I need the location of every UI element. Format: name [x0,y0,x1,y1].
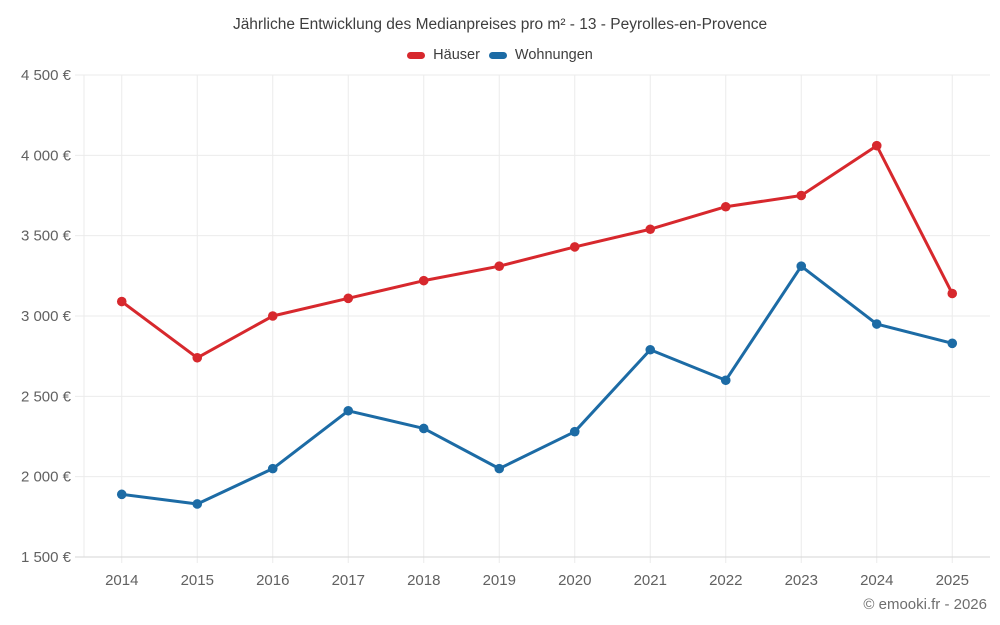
series-line-wohnungen [120,264,954,506]
legend-item-haeuser[interactable]: Häuser [407,47,480,63]
y-axis-tick-label: 3 500 € [21,228,72,245]
data-point-wohnungen-2015[interactable] [192,499,203,509]
data-point-wohnungen-2017[interactable] [343,405,354,416]
data-point-h-user-2019[interactable] [494,261,505,271]
x-axis-tick-label: 2021 [634,572,667,589]
chart-title: Jährliche Entwicklung des Medianpreises … [232,16,768,33]
x-axis-tick-label: 2017 [332,572,365,589]
y-axis-tick-label: 1 500 € [21,549,72,566]
data-point-wohnungen-2019[interactable] [494,463,505,474]
y-axis-tick-label: 4 000 € [21,147,72,164]
x-axis-tick-label: 2024 [860,572,893,589]
wohnungen-series-swatch [488,51,507,59]
y-axis-tick-label: 2 500 € [21,388,72,405]
data-point-h-user-2015[interactable] [192,352,203,363]
data-point-wohnungen-2022[interactable] [720,375,731,386]
data-point-h-user-2020[interactable] [569,242,580,252]
data-point-wohnungen-2021[interactable] [645,344,656,355]
legend: Häuser Wohnungen [0,47,1000,63]
legend-item-wohnungen[interactable]: Wohnungen [488,47,593,63]
data-point-h-user-2022[interactable] [720,201,731,212]
data-point-h-user-2025[interactable] [947,288,958,299]
data-point-h-user-2023[interactable] [796,190,807,201]
data-point-wohnungen-2020[interactable] [569,426,580,437]
x-axis-tick-label: 2014 [105,572,138,589]
haeuser-series-swatch [407,51,426,59]
data-point-wohnungen-2018[interactable] [418,423,429,434]
legend-label-wohnungen: Wohnungen [514,47,593,63]
series-line-h-user [120,144,954,360]
y-axis-tick-label: 2 000 € [21,469,72,486]
x-axis-tick-label: 2025 [936,572,969,589]
data-point-wohnungen-2024[interactable] [871,319,882,329]
data-point-h-user-2014[interactable] [116,296,127,307]
data-point-h-user-2018[interactable] [418,275,429,286]
data-point-wohnungen-2025[interactable] [947,338,958,349]
x-axis-tick-label: 2016 [256,572,289,589]
y-axis-tick-label: 3 000 € [21,308,72,325]
data-point-wohnungen-2023[interactable] [796,261,807,271]
x-axis-tick-label: 2019 [483,572,516,589]
data-point-h-user-2016[interactable] [267,311,278,321]
data-point-wohnungen-2016[interactable] [267,463,278,474]
credit-text: © emooki.fr - 2026 [863,596,987,613]
x-axis-tick-label: 2018 [407,572,440,589]
data-point-h-user-2021[interactable] [645,224,656,235]
data-point-wohnungen-2014[interactable] [116,489,127,500]
x-axis-tick-label: 2015 [181,572,214,589]
legend-label-haeuser: Häuser [433,47,480,63]
data-point-h-user-2024[interactable] [871,140,882,151]
x-axis-tick-label: 2020 [558,572,591,589]
y-axis-tick-label: 4 500 € [21,67,72,84]
data-point-h-user-2017[interactable] [343,293,354,304]
x-axis-tick-label: 2023 [785,572,818,589]
x-axis-tick-label: 2022 [709,572,742,589]
